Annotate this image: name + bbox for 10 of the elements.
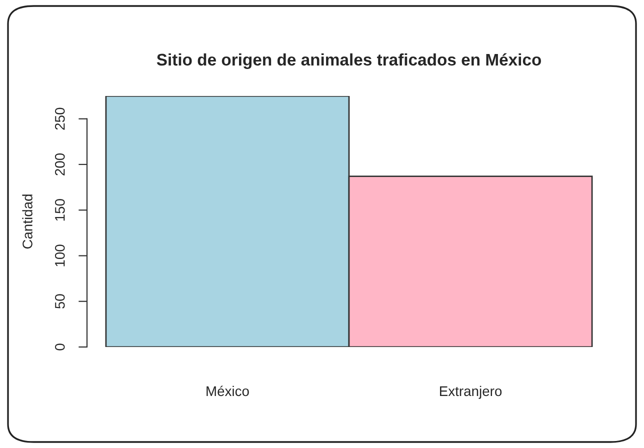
y-tick-label: 250 — [54, 108, 65, 130]
y-tick-label: 50 — [54, 294, 65, 309]
chart-title: Sitio de origen de animales traficados en México — [156, 53, 542, 69]
y-axis-title: Cantidad — [22, 194, 32, 249]
y-tick-label: 150 — [54, 199, 65, 221]
x-tick-label: México — [206, 386, 249, 396]
x-tick-label: Extranjero — [440, 386, 502, 399]
y-tick-label: 200 — [54, 153, 65, 176]
y-tick-label: 100 — [54, 244, 65, 266]
y-tick-label: 0 — [54, 344, 65, 350]
